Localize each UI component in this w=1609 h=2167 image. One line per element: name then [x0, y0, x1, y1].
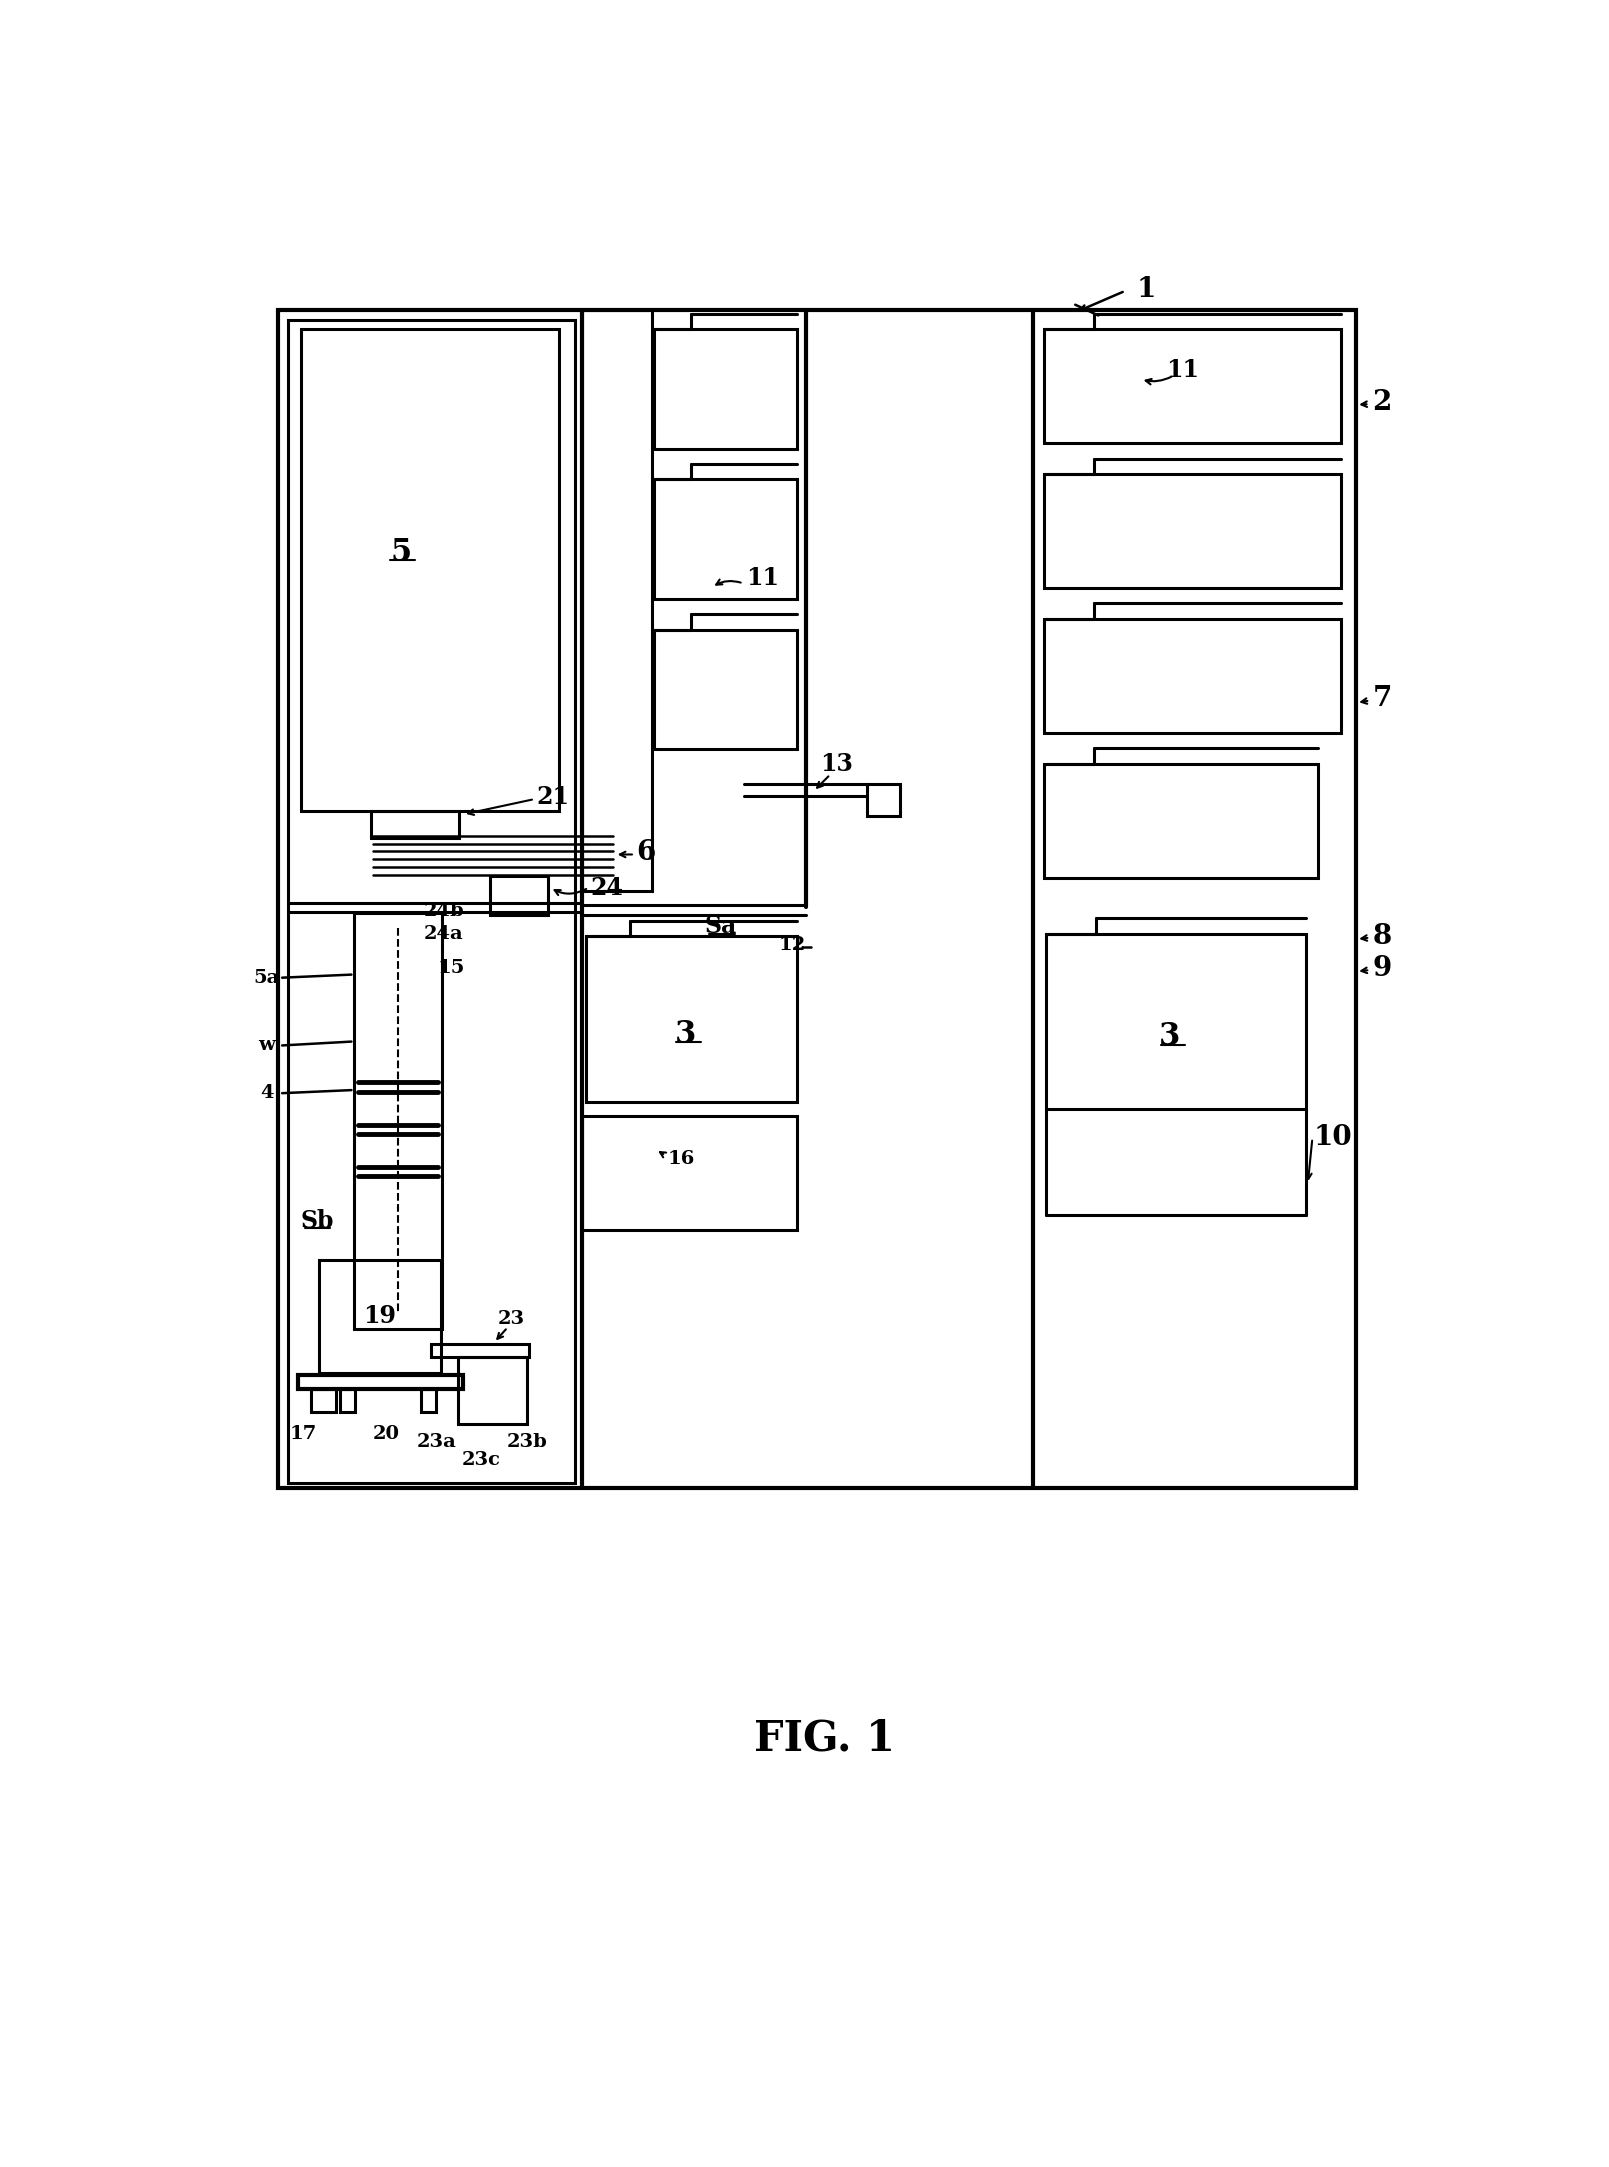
Text: 24b: 24b: [423, 901, 463, 919]
Bar: [653, 631, 796, 750]
Bar: [582, 310, 652, 891]
Text: 24a: 24a: [425, 925, 463, 943]
Text: 11: 11: [1167, 358, 1200, 381]
Text: w: w: [259, 1036, 275, 1055]
Bar: [298, 1376, 463, 1389]
Bar: [339, 1389, 356, 1413]
Bar: [354, 912, 442, 1328]
Text: Sa: Sa: [705, 914, 737, 938]
Text: 10: 10: [1315, 1125, 1353, 1151]
Text: 19: 19: [364, 1305, 396, 1328]
Text: 7: 7: [1372, 685, 1392, 713]
Text: 16: 16: [668, 1151, 695, 1168]
Text: 5: 5: [391, 537, 412, 568]
Bar: [491, 875, 547, 914]
Text: 1: 1: [1138, 275, 1157, 303]
Bar: [312, 1389, 336, 1413]
Text: 9: 9: [1372, 956, 1392, 982]
Text: 13: 13: [821, 752, 853, 776]
Bar: [301, 329, 560, 810]
Text: 4: 4: [261, 1084, 274, 1103]
Text: 21: 21: [536, 784, 570, 810]
Text: 23b: 23b: [507, 1432, 547, 1452]
Text: 15: 15: [438, 960, 465, 977]
Text: Sb: Sb: [299, 1209, 333, 1233]
Text: 12: 12: [779, 936, 806, 953]
Bar: [1044, 763, 1318, 878]
Text: 3: 3: [1158, 1021, 1181, 1053]
Bar: [586, 936, 798, 1101]
Bar: [1046, 934, 1307, 1110]
Bar: [288, 321, 574, 1482]
Bar: [1044, 475, 1340, 587]
Bar: [319, 1259, 441, 1374]
Bar: [420, 1389, 436, 1413]
Bar: [1044, 329, 1340, 444]
Bar: [457, 1357, 528, 1424]
Text: 6: 6: [636, 839, 656, 867]
Text: 24: 24: [591, 875, 623, 899]
Text: 23c: 23c: [462, 1450, 500, 1469]
Bar: [278, 310, 1356, 1489]
Text: 23: 23: [499, 1309, 525, 1328]
Text: 11: 11: [745, 566, 779, 589]
Bar: [370, 810, 459, 836]
Bar: [1044, 620, 1340, 732]
Text: 2: 2: [1372, 390, 1392, 416]
Bar: [653, 329, 796, 449]
Bar: [582, 1116, 796, 1231]
Bar: [653, 479, 796, 598]
Bar: [867, 784, 899, 817]
Bar: [431, 1344, 529, 1357]
Text: 23a: 23a: [417, 1432, 455, 1452]
Text: 8: 8: [1372, 923, 1392, 949]
Text: 17: 17: [290, 1426, 317, 1443]
Text: 5a: 5a: [254, 969, 280, 986]
Text: FIG. 1: FIG. 1: [753, 1718, 895, 1760]
Text: 20: 20: [373, 1426, 399, 1443]
Text: 3: 3: [674, 1018, 697, 1049]
